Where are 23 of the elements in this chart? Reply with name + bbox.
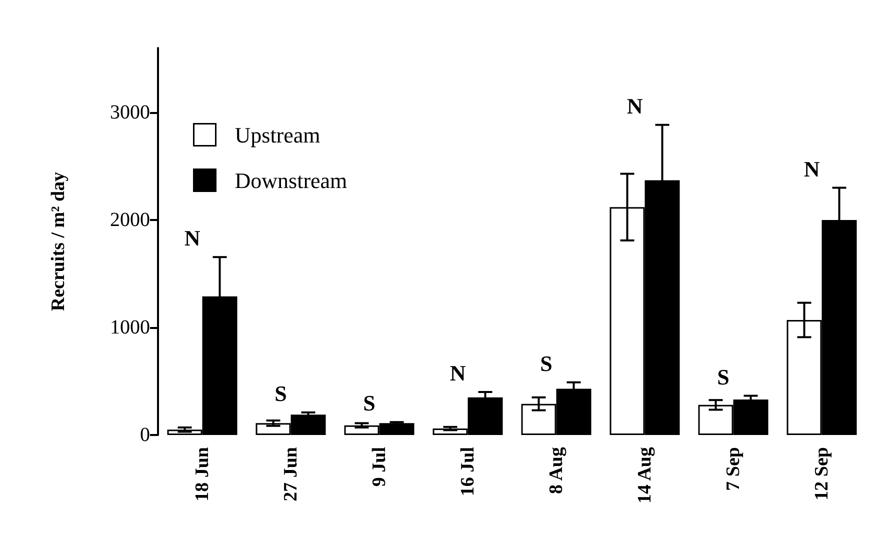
legend-label: Upstream: [234, 122, 320, 148]
x-tick-label: 12 Sep: [811, 447, 832, 500]
y-axis-title: Recruits / m² day: [48, 171, 69, 312]
annotation: N: [626, 93, 643, 118]
legend-label: Downstream: [234, 168, 348, 193]
annotation: N: [450, 360, 466, 386]
annotation: S: [717, 364, 730, 390]
annotation: N: [184, 226, 200, 251]
x-tick-label: 7 Sep: [722, 447, 744, 491]
y-tick-label: 1000: [110, 316, 150, 338]
y-tick-label: 3000: [110, 102, 150, 124]
x-tick-label: 18 Jun: [192, 446, 213, 502]
annotation: S: [540, 350, 552, 376]
x-tick-label: 14 Aug: [634, 446, 656, 504]
x-tick-label: 27 Jun: [280, 446, 302, 502]
x-tick-label: 16 Jul: [457, 447, 478, 496]
x-tick-label: 9 Jul: [368, 447, 390, 487]
y-tick-label: 0: [140, 424, 150, 446]
annotation: N: [804, 156, 820, 182]
annotation: S: [274, 380, 287, 406]
y-tick-label: 2000: [110, 209, 150, 231]
annotation: S: [363, 390, 376, 416]
x-tick-label: 8 Aug: [546, 446, 567, 494]
